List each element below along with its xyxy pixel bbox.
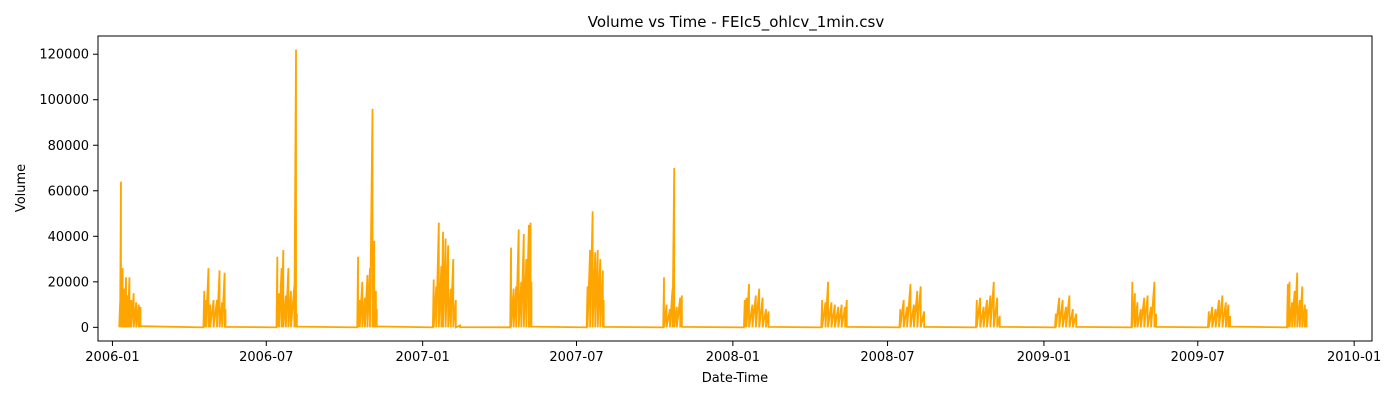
x-tick-label: 2007-01 bbox=[395, 350, 449, 365]
x-tick-label: 2008-01 bbox=[706, 350, 760, 365]
y-tick-label: 20000 bbox=[48, 275, 89, 290]
y-tick-label: 120000 bbox=[39, 48, 89, 63]
x-tick-label: 2006-01 bbox=[85, 350, 139, 365]
x-tick-label: 2009-07 bbox=[1171, 350, 1225, 365]
y-tick-label: 40000 bbox=[48, 230, 89, 245]
plot-area bbox=[97, 35, 1373, 342]
plot-frame bbox=[97, 35, 1373, 342]
x-axis-label: Date-Time bbox=[702, 371, 768, 386]
x-tick-label: 2009-01 bbox=[1017, 350, 1071, 365]
x-tick-label: 2008-07 bbox=[860, 350, 914, 365]
x-tick-label: 2006-07 bbox=[239, 350, 293, 365]
x-tick-label: 2010-01 bbox=[1327, 350, 1381, 365]
x-tick-label: 2007-07 bbox=[549, 350, 603, 365]
y-axis-label: Volume bbox=[14, 164, 29, 212]
y-tick-label: 0 bbox=[81, 321, 89, 336]
y-tick-label: 80000 bbox=[48, 139, 89, 154]
x-axis: 2006-01 2006-07 2007-01 2007-07 2008-01 2008-… bbox=[85, 341, 1381, 365]
chart-title: Volume vs Time - FEIc5_ohlcv_1min.csv bbox=[588, 13, 885, 32]
y-tick-label: 100000 bbox=[39, 93, 89, 108]
y-axis: 0 20000 40000 60000 80000 100000 120000 bbox=[39, 48, 98, 336]
volume-series-line bbox=[118, 49, 1308, 329]
y-tick-label: 60000 bbox=[48, 184, 89, 199]
